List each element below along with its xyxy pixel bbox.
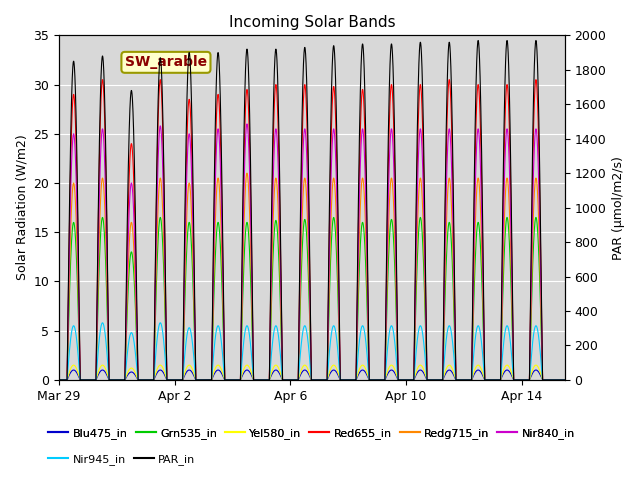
Nir945_in	[561, 377, 569, 383]
Redg715_in	[561, 377, 569, 383]
Red655_in	[58, 377, 65, 383]
Red655_in	[303, 105, 310, 110]
Nir840_in	[55, 377, 63, 383]
Nir945_in	[58, 377, 65, 383]
Red655_in	[76, 376, 84, 382]
Yel580_in	[76, 377, 84, 383]
Nir840_in	[534, 159, 542, 165]
Grn535_in	[561, 377, 569, 383]
PAR_in	[303, 69, 310, 74]
Yel580_in	[154, 364, 162, 370]
Line: Redg715_in: Redg715_in	[59, 173, 565, 380]
Nir945_in	[86, 377, 93, 383]
Grn535_in	[330, 215, 337, 220]
Nir945_in	[76, 377, 84, 383]
Nir840_in	[58, 377, 65, 383]
Grn535_in	[86, 377, 93, 383]
Red655_in	[534, 116, 542, 122]
Blu475_in	[154, 368, 162, 374]
Line: Blu475_in: Blu475_in	[59, 370, 565, 380]
Blu475_in	[534, 369, 542, 374]
Red655_in	[99, 77, 106, 83]
Line: Nir840_in: Nir840_in	[59, 124, 565, 380]
Red655_in	[154, 110, 162, 116]
Line: Yel580_in: Yel580_in	[59, 365, 565, 380]
Redg715_in	[58, 377, 65, 383]
Line: Red655_in: Red655_in	[59, 80, 565, 380]
Nir840_in	[561, 377, 569, 383]
Grn535_in	[303, 228, 310, 234]
Blu475_in	[76, 377, 84, 383]
Line: Grn535_in: Grn535_in	[59, 217, 565, 380]
Yel580_in	[330, 362, 337, 368]
Nir945_in	[534, 330, 542, 336]
Yel580_in	[303, 363, 310, 369]
PAR_in	[55, 377, 63, 383]
Yel580_in	[561, 377, 569, 383]
Blu475_in	[561, 377, 569, 383]
Title: Incoming Solar Bands: Incoming Solar Bands	[228, 15, 396, 30]
Blu475_in	[330, 367, 337, 373]
Line: PAR_in: PAR_in	[59, 40, 565, 380]
Blu475_in	[86, 377, 93, 383]
Y-axis label: Solar Radiation (W/m2): Solar Radiation (W/m2)	[15, 135, 28, 280]
Nir945_in	[99, 320, 106, 325]
PAR_in	[561, 377, 569, 383]
Grn535_in	[58, 377, 65, 383]
Grn535_in	[534, 236, 542, 241]
Red655_in	[86, 377, 93, 383]
Text: SW_arable: SW_arable	[125, 55, 207, 69]
Legend: Nir945_in, PAR_in: Nir945_in, PAR_in	[44, 450, 200, 469]
Nir840_in	[154, 153, 162, 158]
PAR_in	[58, 377, 65, 383]
Yel580_in	[86, 377, 93, 383]
Grn535_in	[55, 377, 63, 383]
Redg715_in	[243, 170, 251, 176]
Grn535_in	[76, 376, 84, 382]
Red655_in	[561, 377, 569, 383]
Yel580_in	[534, 364, 542, 370]
Redg715_in	[154, 199, 162, 204]
Redg715_in	[55, 377, 63, 383]
Blu475_in	[58, 377, 65, 383]
PAR_in	[474, 37, 482, 43]
Yel580_in	[58, 377, 65, 383]
Redg715_in	[534, 202, 542, 207]
Blu475_in	[303, 368, 310, 373]
Nir840_in	[76, 376, 84, 382]
Yel580_in	[55, 377, 63, 383]
Line: Nir945_in: Nir945_in	[59, 323, 565, 380]
Nir945_in	[154, 326, 162, 332]
Red655_in	[55, 377, 63, 383]
Redg715_in	[76, 376, 84, 382]
Nir840_in	[303, 145, 310, 151]
PAR_in	[534, 82, 542, 88]
Grn535_in	[154, 233, 162, 239]
Blu475_in	[55, 377, 63, 383]
Y-axis label: PAR (μmol/m2/s): PAR (μmol/m2/s)	[612, 156, 625, 260]
Nir840_in	[243, 121, 251, 127]
Legend: Blu475_in, Grn535_in, Yel580_in, Red655_in, Redg715_in, Nir840_in: Blu475_in, Grn535_in, Yel580_in, Red655_…	[44, 423, 579, 443]
Nir945_in	[55, 377, 63, 383]
Redg715_in	[86, 377, 93, 383]
PAR_in	[76, 376, 84, 382]
PAR_in	[86, 377, 93, 383]
Redg715_in	[303, 191, 310, 196]
PAR_in	[154, 92, 162, 98]
Nir840_in	[86, 377, 93, 383]
Nir945_in	[303, 327, 310, 333]
